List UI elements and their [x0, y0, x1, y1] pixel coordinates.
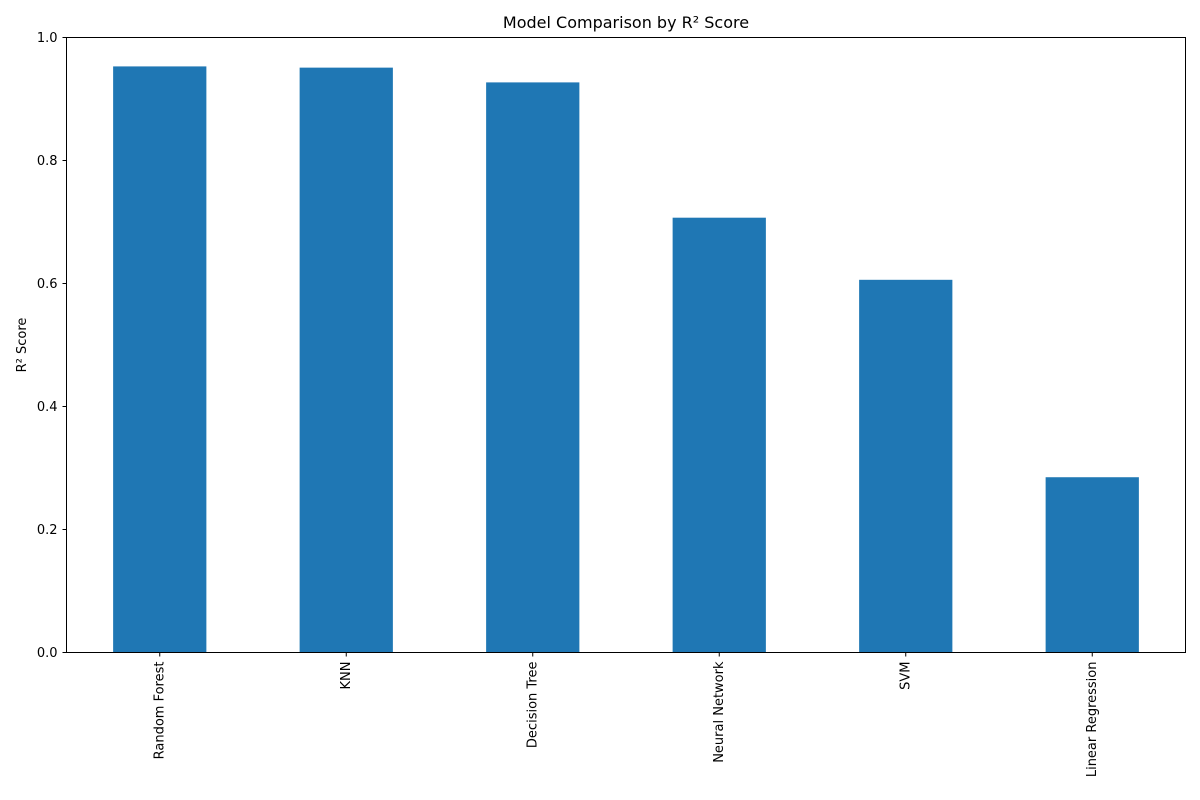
chart-title: Model Comparison by R² Score [503, 13, 749, 32]
bar-neural-network [672, 217, 766, 653]
y-axis-label: R² Score [15, 318, 30, 373]
x-tick-label: KNN [339, 662, 354, 690]
y-tick-label: 0.4 [37, 400, 58, 415]
y-tick-label: 1.0 [37, 31, 58, 46]
bar-random-forest [113, 66, 207, 653]
y-tick-label: 0.8 [37, 154, 58, 169]
x-tick-label: Random Forest [152, 662, 167, 760]
bar-linear-regression [1045, 477, 1139, 653]
y-tick-label: 0.0 [37, 646, 58, 661]
y-tick-label: 0.6 [37, 277, 58, 292]
x-tick-label: Decision Tree [525, 662, 540, 749]
y-axis-ticks: 0.0 0.2 0.4 0.6 0.8 1.0 [37, 31, 67, 661]
x-tick-label: SVM [898, 662, 913, 690]
x-axis-ticks: Random Forest KNN Decision Tree Neural Netw… [152, 652, 1100, 778]
x-tick-label: Linear Regression [1085, 662, 1100, 778]
bars-group [113, 66, 1139, 653]
plot-frame [66, 37, 1186, 653]
bar-knn [299, 67, 393, 653]
y-tick-label: 0.2 [37, 523, 58, 538]
x-tick-label: Neural Network [712, 661, 727, 763]
bar-svm [859, 279, 953, 653]
bar-decision-tree [486, 82, 580, 653]
